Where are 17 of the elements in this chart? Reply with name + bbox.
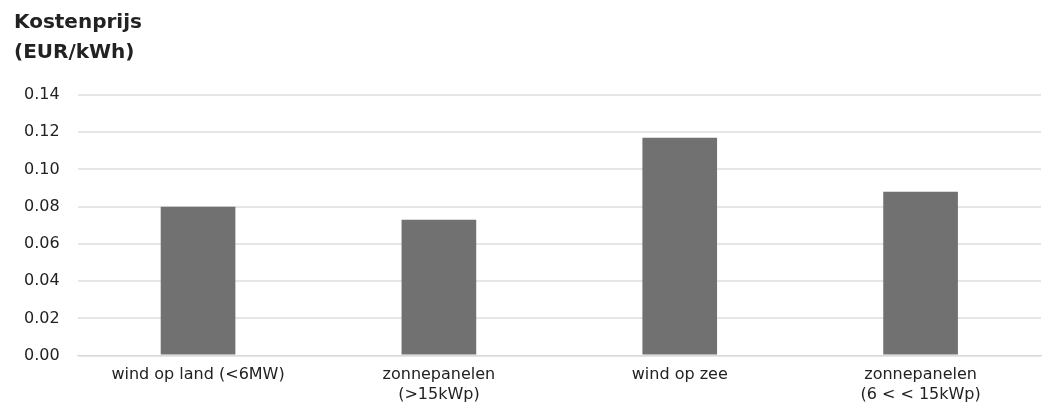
x-tick-label: zonnepanelen (6 < < 15kWp) — [860, 364, 981, 403]
bar — [883, 191, 958, 355]
y-tick-label: 0.04 — [24, 270, 60, 290]
y-tick-label: 0.14 — [24, 84, 60, 104]
y-tick-label: 0.00 — [24, 344, 60, 364]
bar — [160, 206, 236, 355]
y-tick-label: 0.06 — [24, 233, 60, 253]
bar — [642, 137, 718, 355]
x-tick-label: wind op zee — [631, 364, 728, 384]
y-tick-label: 0.12 — [24, 121, 60, 141]
x-tick-label: wind op land (<6MW) — [111, 364, 285, 384]
y-axis-title: Kostenprijs (EUR/kWh) — [14, 8, 143, 65]
bar — [401, 219, 477, 355]
x-tick-label: zonnepanelen (>15kWp) — [382, 364, 496, 403]
y-tick-label: 0.02 — [24, 307, 60, 327]
y-tick-label: 0.10 — [24, 158, 60, 178]
y-tick-label: 0.08 — [24, 195, 60, 215]
